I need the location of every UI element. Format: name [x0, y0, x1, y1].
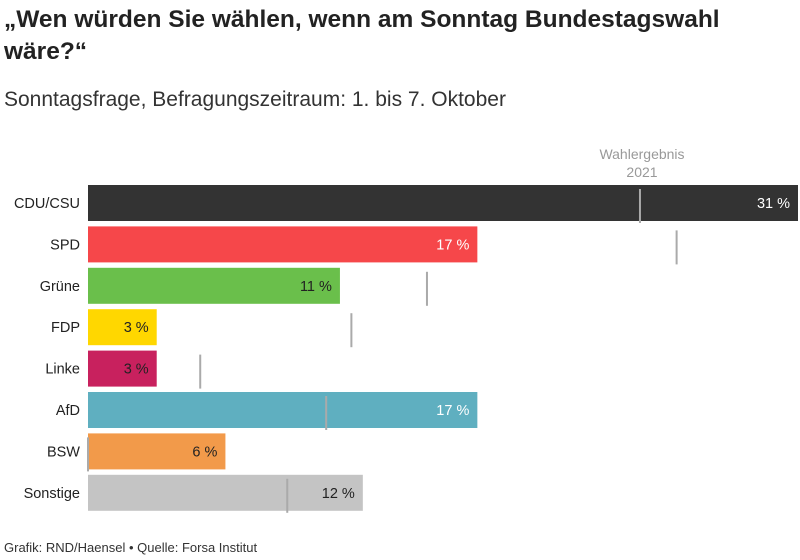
category-label-gruene: Grüne — [40, 279, 80, 295]
bar-linke — [88, 350, 157, 387]
value-label-fdp: 3 % — [124, 320, 149, 336]
value-label-gruene: 11 % — [300, 279, 332, 295]
value-label-cdu-csu: 31 % — [757, 196, 790, 212]
bar-chart: Wahlergebnis 2021 CDU/CSU 31 % SPD 17 % Grün… — [14, 146, 798, 513]
bar-cdu-csu — [88, 185, 798, 221]
bar-spd — [88, 226, 478, 263]
value-label-afd: 17 % — [436, 403, 469, 419]
value-label-linke: 3 % — [124, 362, 149, 378]
chart-title: „Wen würden Sie wählen, wenn am Sonntag … — [4, 6, 720, 65]
bar-afd — [88, 392, 478, 428]
value-label-sonstige: 12 % — [322, 486, 355, 502]
category-label-bsw: BSW — [47, 444, 80, 460]
category-label-afd: AfD — [56, 403, 80, 419]
value-label-spd: 17 % — [436, 237, 469, 253]
chart-subtitle: Sonntagsfrage, Befragungszeitraum: 1. bi… — [4, 88, 506, 111]
category-label-spd: SPD — [50, 237, 80, 253]
category-label-fdp: FDP — [51, 320, 80, 336]
category-label-cdu-csu: CDU/CSU — [14, 196, 80, 212]
reference-label-line2: 2021 — [626, 164, 657, 180]
bar-sonstige — [88, 474, 363, 511]
category-label-sonstige: Sonstige — [24, 486, 80, 502]
bar-bsw — [88, 433, 226, 470]
category-label-linke: Linke — [45, 362, 80, 378]
reference-label-line1: Wahlergebnis — [599, 146, 684, 162]
value-label-bsw: 6 % — [192, 444, 217, 460]
source-footer: Grafik: RND/Haensel • Quelle: Forsa Inst… — [4, 540, 258, 555]
bar-fdp — [88, 309, 157, 346]
bar-gruene — [88, 267, 340, 304]
